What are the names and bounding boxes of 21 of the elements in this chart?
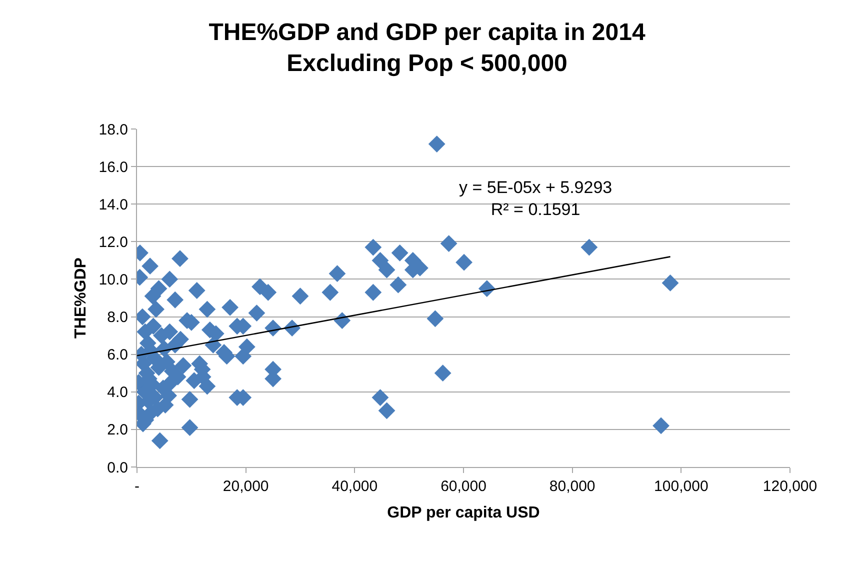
x-tick-label: 80,000 <box>549 478 596 495</box>
annotation: y = 5E-05x + 5.9293 R² = 0.1591 <box>459 178 612 220</box>
y-tick-label: 18.0 <box>98 121 128 138</box>
y-tick-label: 10.0 <box>98 271 128 288</box>
x-tick-label: 20,000 <box>222 478 269 495</box>
x-tick-label: 120,000 <box>762 478 818 495</box>
x-tick-label: 100,000 <box>654 478 708 495</box>
x-tick-label: 60,000 <box>440 478 486 495</box>
chart-title: THE%GDP and GDP per capita in 2014 Excluding Pop < 500,000 <box>208 18 646 78</box>
x-axis-title: GDP per capita USD <box>387 504 540 522</box>
y-tick-label: 8.0 <box>107 309 128 326</box>
y-tick-label: 4.0 <box>107 384 128 402</box>
x-tick-label: 40,000 <box>332 478 378 495</box>
y-tick-label: 6.0 <box>107 346 128 364</box>
y-tick-label: 12.0 <box>98 234 128 251</box>
y-tick-label: 2.0 <box>107 422 128 439</box>
x-tick-label: - <box>134 478 140 495</box>
y-axis-title: THE%GDP <box>72 257 90 338</box>
y-tick-label: 14.0 <box>98 196 128 214</box>
y-tick-label: 16.0 <box>98 158 128 176</box>
y-tick-label: 0.0 <box>107 459 128 476</box>
